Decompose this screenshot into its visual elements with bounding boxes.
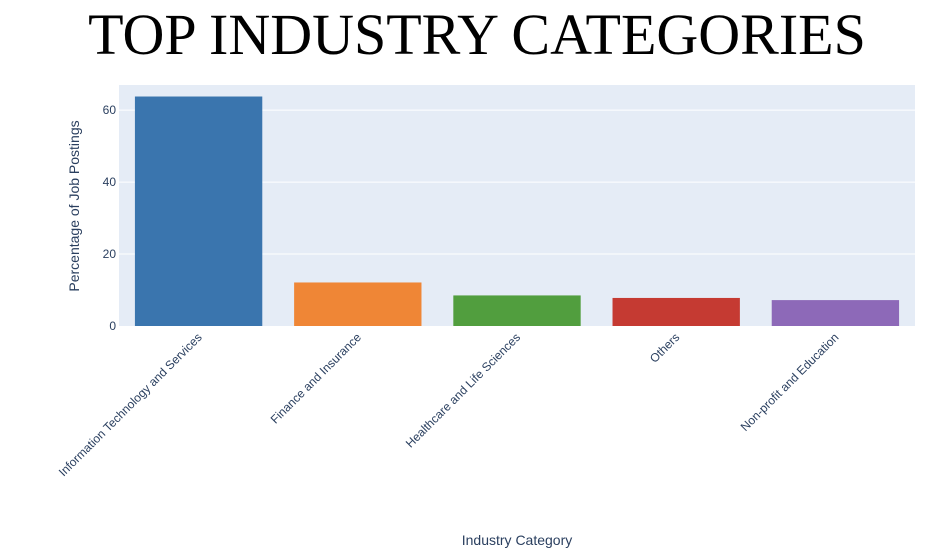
- bar: [294, 282, 422, 326]
- bars: [134, 96, 900, 327]
- x-axis-ticks: Information Technology and Services Finan…: [56, 330, 842, 479]
- y-tick-label: 0: [109, 319, 116, 333]
- x-tick-label: Finance and Insurance: [268, 330, 364, 426]
- bar: [612, 297, 740, 326]
- bar: [771, 300, 900, 326]
- y-tick-label: 60: [103, 103, 117, 117]
- y-axis-ticks: 0 20 40 60: [103, 103, 117, 333]
- x-tick-label: Others: [647, 330, 682, 365]
- x-tick-label: Healthcare and Life Sciences: [403, 330, 523, 450]
- y-axis-title: Percentage of Job Postings: [66, 120, 82, 291]
- bar: [134, 96, 263, 327]
- chart-title: TOP INDUSTRY CATEGORIES: [88, 2, 866, 67]
- x-tick-label: Information Technology and Services: [56, 330, 205, 479]
- bar: [453, 295, 581, 326]
- x-tick-label: Non-profit and Education: [738, 330, 842, 434]
- y-tick-label: 40: [103, 175, 117, 189]
- y-tick-label: 20: [103, 247, 117, 261]
- x-axis-title: Industry Category: [462, 532, 573, 548]
